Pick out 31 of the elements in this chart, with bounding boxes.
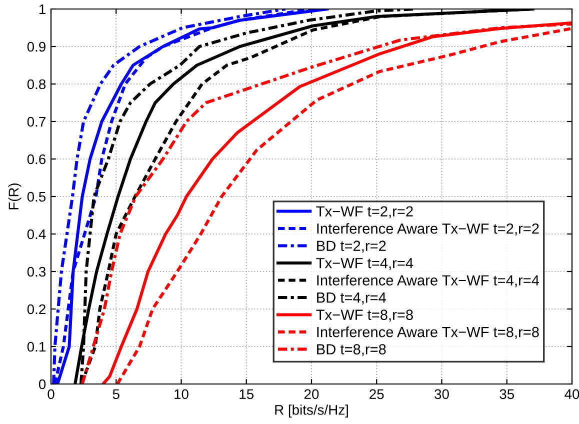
x-tick-label: 15 [240,389,254,400]
legend-label: BD t=8,r=8 [317,344,386,356]
y-tick-label: 1 [39,4,46,14]
y-tick-label: 0.9 [27,42,46,52]
legend-label: BD t=2,r=2 [317,240,386,253]
legend-label: Tx−WF t=8,r=8 [316,310,413,322]
y-tick-label: 0.8 [27,79,46,90]
x-tick-label: 35 [500,389,514,400]
x-tick-label: 10 [174,389,188,400]
x-axis-title: R [bits/s/Hz] [275,404,348,418]
y-tick-label: 0.1 [27,342,46,352]
y-tick-label: 0.4 [27,229,46,240]
y-tick-label: 0.7 [27,116,46,127]
legend-label: Interference Aware Tx−WF t=2,r=2 [317,223,539,236]
x-tick-label: 25 [370,389,384,400]
y-tick-label: 0.2 [27,304,46,314]
legend-label: BD t=4,r=4 [317,292,386,304]
x-tick-label: 5 [112,389,120,400]
y-tick-label: 0.5 [27,192,46,202]
y-tick-label: 0 [38,379,46,390]
x-tick-label: 30 [434,389,449,400]
legend-label: Tx−WF t=4,r=4 [316,258,414,270]
y-tick-label: 0.6 [27,154,46,164]
legend-label: Interference Aware Tx−WF t=4,r=4 [317,274,540,288]
y-tick-label: 0.3 [27,266,46,277]
y-axis-title: F(R) [8,183,22,210]
x-tick-label: 20 [304,389,319,400]
x-tick-label: 40 [564,389,579,400]
legend-label: Tx−WF t=2,r=2 [316,206,413,218]
legend-label: Interference Aware Tx−WF t=8,r=8 [317,326,539,339]
x-tick-label: 0 [48,389,54,400]
